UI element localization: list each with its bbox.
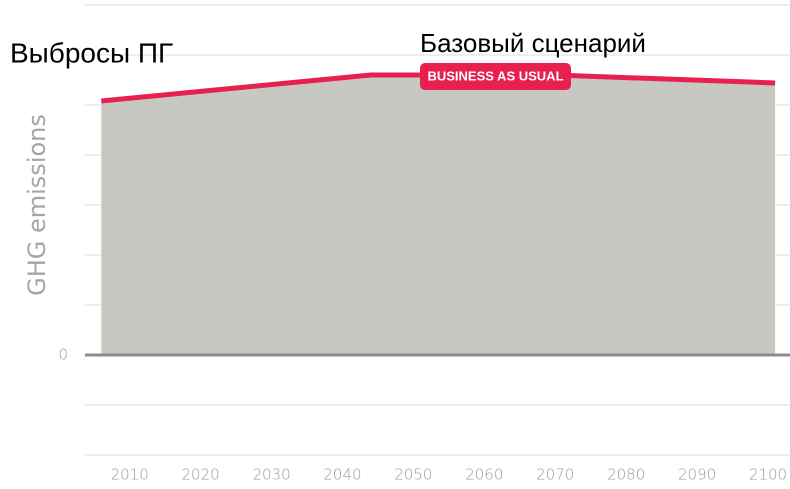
- badge-label: BUSINESS AS USUAL: [427, 68, 563, 83]
- x-tick-label: 2050: [394, 466, 432, 484]
- badge: [420, 63, 571, 90]
- x-tick-label: 2090: [678, 466, 716, 484]
- y-tick-label: 0: [58, 346, 68, 364]
- x-tick-label: 2020: [182, 466, 220, 484]
- area: [101, 75, 776, 355]
- y-axis-label: GHG emissions: [23, 114, 51, 296]
- x-tick-label: 2080: [607, 466, 645, 484]
- annotation: Базовый сценарий: [420, 28, 646, 58]
- x-tick-label: 2070: [536, 466, 574, 484]
- x-tick-label: 2060: [465, 466, 503, 484]
- x-tick-label: 2040: [323, 466, 361, 484]
- chart-title: Выбросы ПГ: [10, 37, 173, 68]
- x-tick-label: 2010: [111, 466, 149, 484]
- x-tick-label: 2030: [252, 466, 290, 484]
- x-tick-label: 2100: [749, 466, 787, 484]
